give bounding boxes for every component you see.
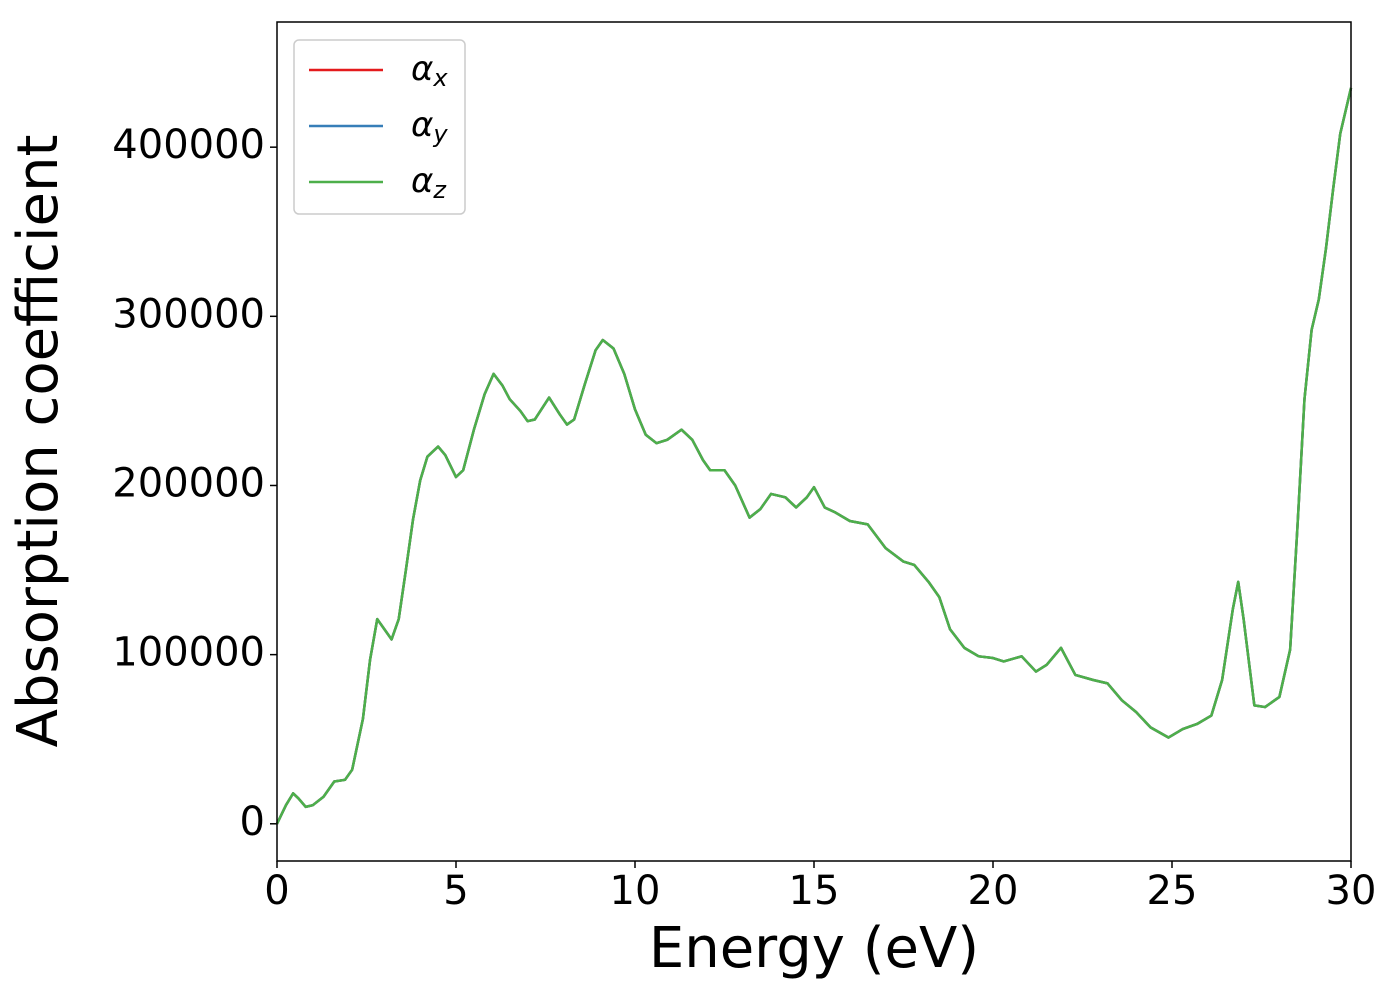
data-line [275,87,1353,825]
y-tick-label: 100000 [112,630,265,676]
legend-label: αz [411,161,447,205]
y-tick-label: 300000 [112,291,265,337]
legend-label: αx [411,49,448,93]
y-axis-label: Absorption coefficient [6,135,71,748]
y-tick-label: 400000 [112,122,265,168]
x-tick-label: 30 [1326,868,1377,914]
x-tick-label: 15 [789,868,840,914]
x-tick-label: 10 [610,868,661,914]
legend-label: αy [411,105,448,149]
x-tick-label: 20 [968,868,1019,914]
x-axis-label: Energy (eV) [649,916,979,981]
plot-frame [276,21,1352,862]
y-tick-label: 200000 [112,460,265,506]
x-tick-label: 25 [1147,868,1198,914]
y-tick-label: 0 [240,799,265,845]
x-tick-label: 5 [443,868,468,914]
x-tick-label: 0 [264,868,289,914]
